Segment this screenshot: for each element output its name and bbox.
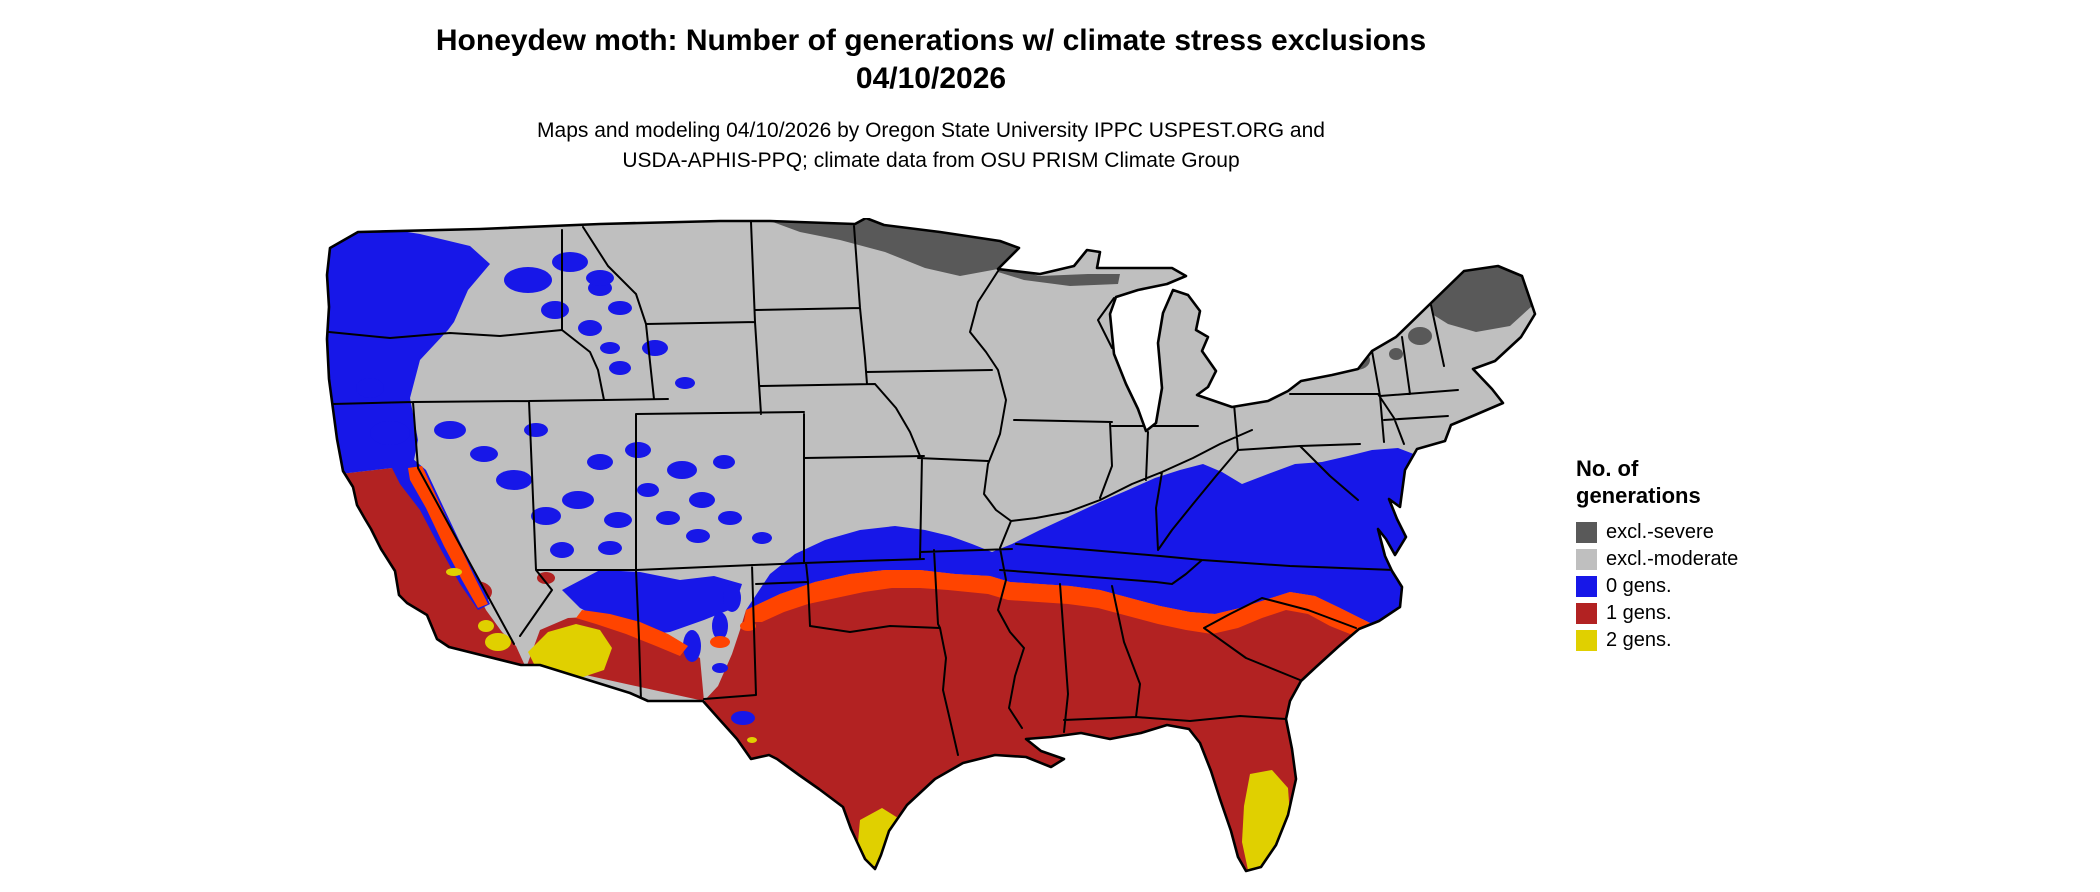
state-borders [328,221,1459,756]
legend-swatch-excl-moderate [1576,549,1597,570]
legend-label-excl-moderate: excl.-moderate [1606,548,1739,570]
legend-title-line2: generations [1576,483,1701,508]
legend-swatch-2-gens [1576,630,1597,651]
legend-items: excl.-severe excl.-moderate 0 gens. 1 ge… [1576,519,1856,654]
attribution-line2: USDA-APHIS-PPQ; climate data from OSU PR… [622,149,1240,172]
legend-item-excl-moderate: excl.-moderate [1576,546,1856,573]
legend-item-excl-severe: excl.-severe [1576,519,1856,546]
attribution: Maps and modeling 04/10/2026 by Oregon S… [0,116,1862,176]
legend: No. of generations excl.-severe excl.-mo… [1576,455,1856,654]
legend-label-1-gens: 1 gens. [1606,602,1672,624]
legend-item-0-gens: 0 gens. [1576,573,1856,600]
map-title-line1: Honeydew moth: Number of generations w/ … [435,24,1427,57]
us-outline [325,216,1537,873]
legend-item-2-gens: 2 gens. [1576,627,1856,654]
header: Honeydew moth: Number of generations w/ … [0,22,1862,176]
us-map-svg [325,216,1537,873]
legend-label-excl-severe: excl.-severe [1606,521,1714,543]
legend-swatch-1-gens [1576,603,1597,624]
legend-title-line1: No. of [1576,456,1639,481]
us-map [300,216,1550,892]
legend-label-0-gens: 0 gens. [1606,575,1672,597]
attribution-line1: Maps and modeling 04/10/2026 by Oregon S… [537,119,1325,142]
legend-item-1-gens: 1 gens. [1576,600,1856,627]
region-transition-band [408,466,1450,664]
map-title-line2: 04/10/2026 [855,62,1007,95]
legend-swatch-excl-severe [1576,522,1597,543]
legend-label-2-gens: 2 gens. [1606,629,1672,651]
legend-swatch-0-gens [1576,576,1597,597]
